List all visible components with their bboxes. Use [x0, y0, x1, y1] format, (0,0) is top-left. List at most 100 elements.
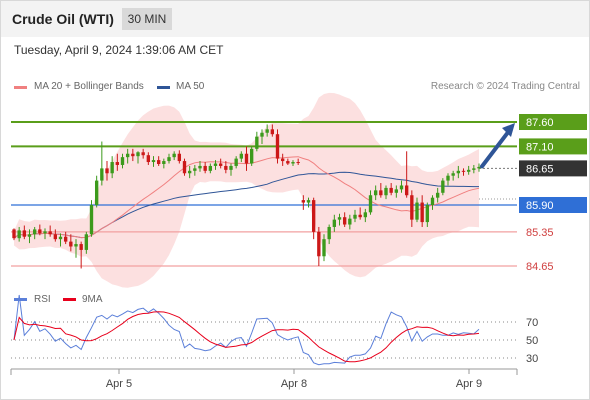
candle-body — [435, 192, 440, 198]
candle-body — [74, 244, 78, 247]
candle-body — [32, 229, 37, 235]
candle-body — [187, 170, 192, 174]
candle-body — [389, 187, 393, 193]
x-tick-label: Apr 8 — [281, 378, 307, 390]
price-label-box — [519, 197, 587, 213]
candle-body — [146, 155, 151, 163]
candle-body — [84, 234, 89, 250]
price-label-box — [519, 138, 587, 155]
candle-body — [22, 230, 27, 237]
price-label-85-35: 85.35 — [526, 227, 554, 239]
candle-body — [296, 162, 300, 164]
candle-body — [461, 170, 466, 172]
price-label-84-65: 84.65 — [526, 261, 554, 273]
candle-body — [286, 161, 290, 164]
candle-body — [94, 180, 99, 205]
candle-body — [224, 165, 228, 170]
candle-body — [399, 185, 404, 190]
candle-body — [177, 153, 182, 162]
candle-body — [244, 153, 249, 164]
candle-body — [120, 157, 125, 165]
candle-body — [337, 217, 342, 220]
candle-body — [363, 212, 368, 218]
candle-body — [410, 195, 414, 220]
price-label-87-60: 87.60 — [526, 117, 554, 129]
candle-body — [110, 162, 114, 174]
x-tick-label: Apr 5 — [106, 378, 132, 390]
candle-body — [100, 168, 104, 181]
rsi-tick-30: 30 — [526, 353, 538, 365]
candle-body — [430, 197, 435, 205]
candle-body — [27, 234, 32, 237]
candle-body — [141, 152, 145, 156]
ma9-legend-label: 9MA — [82, 294, 103, 305]
forecast-arrow-head — [502, 123, 515, 137]
candle-body — [441, 180, 445, 193]
candle-body — [136, 152, 140, 157]
candle-body — [38, 229, 42, 234]
candle-body — [125, 153, 130, 158]
candle-body — [317, 231, 321, 257]
rsi-legend-label: RSI — [34, 294, 51, 305]
ma20-legend-swatch — [14, 86, 27, 89]
candle-body — [48, 231, 52, 235]
candle-body — [384, 187, 388, 196]
x-tick-label: Apr 9 — [456, 378, 482, 390]
candle-body — [379, 190, 383, 196]
candle-body — [477, 166, 481, 169]
candle-body — [182, 161, 187, 174]
candle-body — [239, 153, 244, 159]
candle-body — [373, 190, 378, 196]
candle-body — [255, 136, 259, 149]
candle-body — [203, 165, 207, 171]
candle-body — [265, 129, 269, 133]
candle-body — [280, 158, 285, 162]
candle-body — [420, 202, 424, 223]
candle-body — [270, 129, 275, 135]
candle-body — [218, 163, 223, 166]
rsi-ma9-line — [13, 311, 480, 363]
rsi-line — [13, 294, 480, 366]
candle-body — [353, 214, 357, 219]
candle-body — [394, 189, 399, 193]
candle-body — [213, 163, 218, 166]
candle-body — [472, 168, 476, 170]
candle-body — [358, 214, 362, 218]
candle-body — [415, 202, 419, 220]
candle-body — [53, 234, 58, 240]
candle-body — [89, 205, 94, 235]
rsi-tick-70: 70 — [526, 317, 538, 329]
candle-body — [291, 162, 295, 164]
candle-body — [425, 205, 430, 223]
candle-body — [249, 148, 254, 164]
rsi-tick-50: 50 — [526, 335, 538, 347]
candle-body — [451, 173, 455, 176]
candle-body — [12, 229, 16, 239]
ma50-legend-swatch — [157, 86, 170, 89]
price-label-86-65: 86.65 — [526, 163, 554, 175]
ma50-legend-label: MA 50 — [176, 81, 205, 92]
candle-body — [162, 161, 166, 164]
candle-body — [63, 236, 68, 242]
research-credit: Research © 2024 Trading Central — [430, 81, 580, 92]
candle-body — [58, 236, 63, 240]
candle-body — [311, 200, 316, 232]
candle-body — [332, 219, 337, 227]
candle-body — [342, 217, 347, 225]
candle-body — [131, 153, 135, 157]
bollinger-band — [14, 92, 479, 288]
timeframe-button[interactable]: 30 MIN — [122, 8, 172, 30]
price-label-87-10: 87.10 — [526, 141, 554, 153]
ma20-legend-label: MA 20 + Bollinger Bands — [34, 81, 144, 92]
price-label-85-90: 85.90 — [526, 200, 554, 212]
candle-body — [446, 175, 450, 181]
ma9-legend-swatch — [63, 298, 76, 301]
candle-body — [167, 157, 171, 162]
candle-body — [368, 195, 373, 213]
candle-body — [79, 244, 83, 250]
candle-body — [69, 241, 73, 247]
candle-body — [17, 230, 21, 239]
header-bar: Crude Oil (WTI) 30 MIN — [1, 1, 589, 37]
candle-body — [198, 165, 202, 169]
